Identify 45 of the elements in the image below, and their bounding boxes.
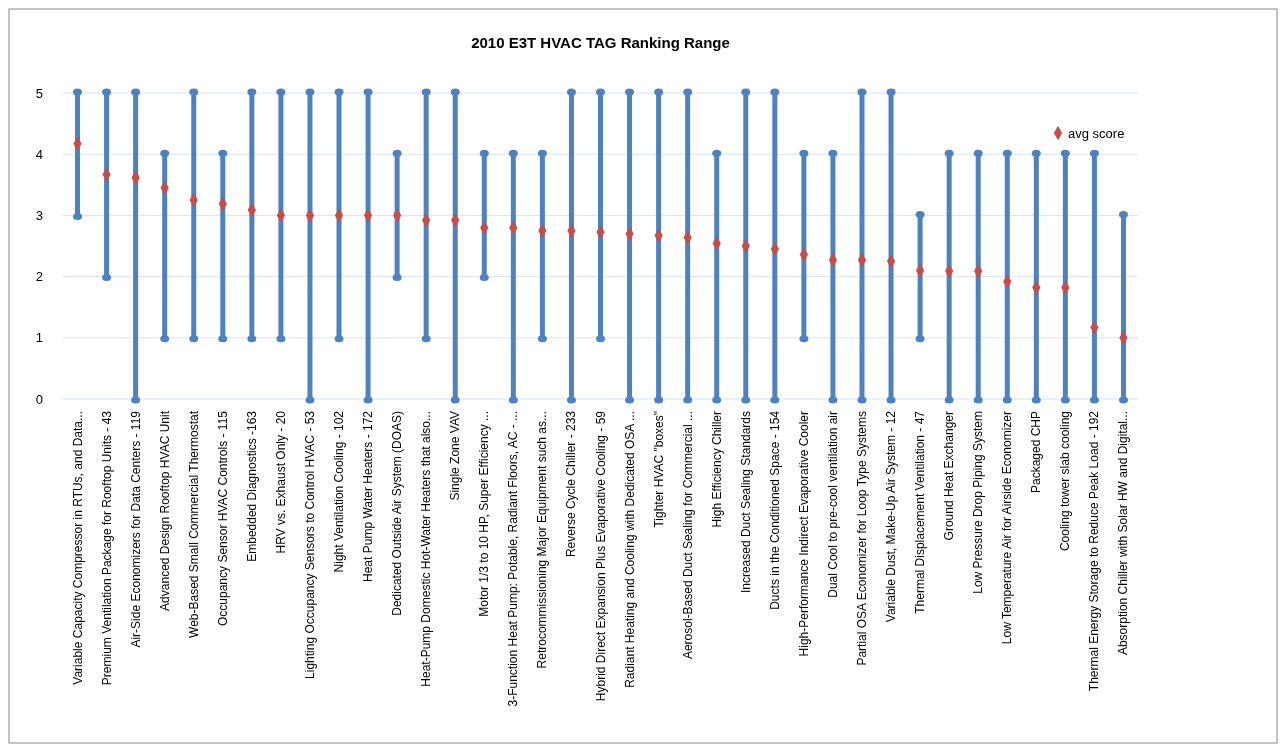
- y-tick-label: 1: [35, 330, 43, 346]
- x-tick-label: Premium Ventilation Package for Rooftop Units - 43: [99, 410, 114, 686]
- y-tick-label: 2: [35, 269, 43, 285]
- x-tick-label: Dedicated Outside Air System (DOAS): [390, 411, 405, 616]
- x-tick-label: Low Temperature Air for Airside Economizer: [1000, 411, 1015, 645]
- x-tick-label: Tighter HVAC "boxes": [651, 411, 666, 528]
- legend-label: avg score: [1068, 125, 1125, 141]
- x-tick-label: Dual Cool to pre-cool ventilation air: [825, 411, 840, 598]
- x-tick-label: Single Zone VAV: [448, 411, 463, 501]
- x-tick-label: Aerosol-Based Duct Sealing for Commercial ...: [680, 411, 695, 660]
- x-tick-label: Lighting Occupancy Sensors to Control HVAC - 53: [302, 410, 317, 679]
- x-tick-label: Heat Pump Water Heaters - 172: [361, 410, 376, 582]
- x-tick-label: Reverse Cycle Chiller - 233: [564, 410, 579, 558]
- y-tick-label: 4: [35, 146, 43, 162]
- x-tick-label: High Efficiency Chiller: [709, 411, 724, 528]
- y-tick-label: 5: [35, 85, 43, 101]
- x-tick-label: Cooling tower slab cooling: [1058, 411, 1073, 552]
- x-tick-label: Motor 1/3 to 10 HP, Super Efficiency ...: [477, 411, 492, 617]
- x-tick-label: Partial OSA Economizer for Loop Type Systems: [854, 411, 869, 666]
- x-tick-label: Night Ventilation Cooling - 102: [332, 410, 347, 573]
- x-tick-label: Absorption Chiller with Solar HW and Digital...: [1116, 411, 1131, 656]
- x-tick-label: HRV vs. Exhaust Only - 20: [273, 410, 288, 554]
- x-tick-label: Web-Based Small Commercial Thermostat: [186, 410, 201, 638]
- chart-title: 2010 E3T HVAC TAG Ranking Range: [471, 34, 730, 51]
- x-tick-label: Ducts in the Conditioned Space - 154: [767, 410, 782, 610]
- x-tick-label: Thermal Displacement Ventilation - 47: [913, 410, 928, 614]
- x-tick-label: Low Pressure Drop Piping System: [971, 411, 986, 594]
- x-tick-label: Air-Side Economizers for Data Centers - 119: [128, 410, 143, 648]
- x-tick-label: Retrocommissioning Major Equipment such as...: [535, 411, 550, 669]
- x-tick-label: Ground Heat Exchanger: [942, 411, 957, 541]
- x-tick-label: Packaged CHP: [1029, 411, 1044, 494]
- x-tick-label: Hybrid Direct Expansion Plus Evaporative Cooling - 59: [593, 410, 608, 702]
- x-tick-label: Advanced Design Rooftop HVAC Unit: [157, 410, 172, 611]
- x-tick-label: Radiant Heating and Cooling with Dedicated OSA ...: [622, 411, 637, 688]
- x-tick-label: Occupancy Sensor HVAC Controls - 115: [215, 410, 230, 626]
- x-tick-label: Thermal Energy Storage to Reduce Peak Load - 192: [1087, 410, 1102, 692]
- y-tick-label: 3: [35, 207, 43, 223]
- x-tick-label: Increased Duct Sealing Standards: [738, 411, 753, 594]
- x-tick-label: High-Performance Indirect Evaporative Cooler: [796, 411, 811, 657]
- x-tick-label: Variable Capacity Compressor in RTUs, and Data...: [70, 411, 85, 685]
- x-tick-label: Variable Dust, Make-Up Air System - 12: [884, 410, 899, 623]
- x-tick-label: Embedded Diagnostics -163: [244, 410, 259, 562]
- x-tick-label: 3-Function Heat Pump: Potable, Radiant Floors, AC - ...: [506, 411, 521, 707]
- x-tick-label: Heat-Pump Domestic Hot-Water Heaters that also...: [419, 411, 434, 687]
- y-tick-label: 0: [35, 391, 43, 407]
